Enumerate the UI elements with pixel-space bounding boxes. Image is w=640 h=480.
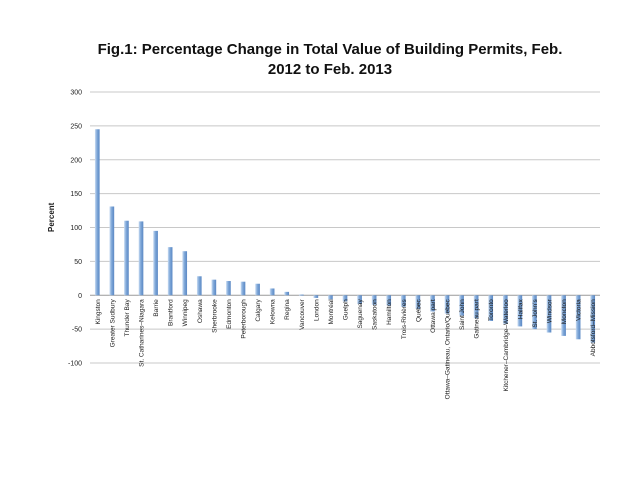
- bar: [109, 206, 115, 296]
- category-label: Québec: [415, 299, 422, 323]
- bar: [211, 279, 217, 296]
- bar: [342, 295, 348, 302]
- bar: [444, 295, 450, 314]
- category-label: Victoria: [576, 299, 583, 321]
- category-label: Peterborough: [241, 299, 248, 339]
- chart-title-line-2: 2012 to Feb. 2013: [267, 61, 393, 78]
- category-label: Oshawa: [197, 299, 204, 323]
- bar: [124, 220, 129, 296]
- category-label: St. John's: [532, 299, 539, 328]
- category-label: Moncton: [561, 299, 568, 324]
- category-label: Vancouver: [299, 298, 306, 329]
- category-label: Saint John: [459, 299, 466, 330]
- bar: [269, 288, 275, 296]
- y-tick-label: 300: [70, 90, 82, 97]
- bar: [94, 129, 100, 296]
- category-label: Sherbrooke: [211, 299, 218, 333]
- category-label: London: [313, 299, 320, 321]
- category-label: Windsor: [547, 298, 554, 323]
- bar: [561, 295, 566, 336]
- bar: [255, 283, 260, 296]
- bar: [138, 221, 144, 296]
- category-label: Hamilton: [386, 299, 393, 325]
- bar: [298, 294, 304, 296]
- bar: [546, 295, 552, 333]
- bar: [590, 295, 596, 343]
- bar: [240, 281, 246, 296]
- category-label: Calgary: [255, 299, 262, 322]
- bar: [532, 295, 537, 330]
- category-label: Kingston: [95, 299, 102, 325]
- bar: [400, 295, 406, 307]
- category-label: Trois-Rivières: [401, 299, 408, 340]
- category-label: Gatineau part: [474, 299, 481, 339]
- y-tick-label: 250: [70, 123, 82, 130]
- y-tick-label: 100: [70, 225, 82, 232]
- category-label: Edmonton: [226, 299, 233, 329]
- category-label: Saguenay: [357, 299, 364, 329]
- category-label: Ottawa part: [430, 299, 437, 333]
- category-label: Guelph: [343, 299, 350, 320]
- category-label: Montréal: [328, 299, 335, 325]
- category-label: Ottawa–Gatineau, Ontario/Quebec: [445, 299, 452, 400]
- bar: [313, 295, 319, 298]
- category-label: Toronto: [488, 299, 495, 321]
- category-label: Greater Sudbury: [109, 299, 116, 348]
- bar: [371, 295, 377, 305]
- bar: [226, 281, 231, 296]
- bar: [459, 295, 464, 316]
- chart-title: Fig.1: Percentage Change in Total Value …: [60, 40, 600, 80]
- y-tick-label: 200: [70, 157, 82, 164]
- bar: [167, 247, 173, 296]
- bar: [386, 295, 392, 306]
- category-label: Barrie: [153, 299, 160, 317]
- y-tick-label: -50: [72, 327, 82, 334]
- bar: [357, 295, 362, 305]
- bar: [488, 295, 494, 321]
- category-label: Kitchener–Cambridge–Waterloo: [503, 299, 510, 392]
- bar: [196, 276, 202, 296]
- category-label: Brantford: [168, 299, 175, 326]
- y-tick-label: -100: [68, 361, 82, 368]
- bar: [575, 295, 581, 340]
- category-label: Regina: [284, 299, 291, 320]
- category-label: Thunder Bay: [124, 299, 131, 337]
- y-tick-label: 0: [78, 293, 82, 300]
- category-label: Abbotsford–Mission: [590, 299, 597, 356]
- category-label: Halifax: [517, 299, 524, 320]
- bar: [517, 295, 523, 327]
- bar: [328, 295, 333, 300]
- y-tick-label: 50: [74, 259, 82, 266]
- bar: [415, 295, 421, 309]
- bar: [430, 295, 435, 312]
- bar: [502, 295, 508, 324]
- bar: [473, 295, 479, 319]
- chart-title-line-1: Fig.1: Percentage Change in Total Value …: [97, 41, 563, 58]
- category-label: Winnipeg: [182, 299, 189, 326]
- category-label: St. Catharines–Niagara: [139, 299, 146, 367]
- y-tick-label: 150: [70, 191, 82, 198]
- bar: [182, 251, 188, 296]
- category-label: Saskatoon: [372, 299, 379, 330]
- bar: [153, 230, 158, 296]
- category-label: Kelowna: [270, 299, 277, 324]
- bar: [284, 291, 290, 296]
